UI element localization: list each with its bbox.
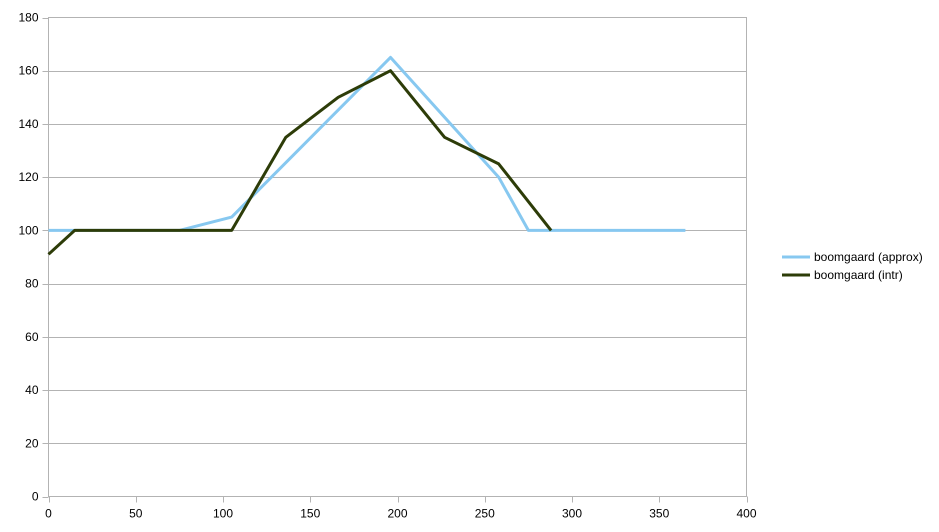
y-tick-label: 140 <box>18 117 38 131</box>
y-tick-label: 60 <box>25 330 39 344</box>
y-tick-label: 180 <box>18 11 38 25</box>
x-tick-label: 150 <box>300 507 320 521</box>
legend-label-2: boomgaard (intr) <box>814 268 903 282</box>
series-lines <box>47 55 686 256</box>
x-tick-label: 250 <box>475 507 495 521</box>
x-tick-label: 100 <box>213 507 233 521</box>
x-tick-label: 200 <box>387 507 407 521</box>
y-tick-label: 160 <box>18 64 38 78</box>
y-tick-label: 80 <box>25 277 39 291</box>
x-tick-label: 0 <box>45 507 52 521</box>
y-tick-label: 0 <box>32 490 39 504</box>
x-tick-label: 350 <box>649 507 669 521</box>
series-line-2 <box>47 69 553 256</box>
y-tick-label: 40 <box>25 383 39 397</box>
y-tick-label: 120 <box>18 170 38 184</box>
y-axis-tick-labels: 0 20 40 60 80 100 120 140 160 180 <box>18 11 38 504</box>
plot-area-border <box>48 17 747 497</box>
x-tick-label: 300 <box>562 507 582 521</box>
legend-label-1: boomgaard (approx) <box>814 250 923 264</box>
y-tick-label: 100 <box>18 223 38 237</box>
y-tick-label: 20 <box>25 436 39 450</box>
x-tick-label: 50 <box>129 507 143 521</box>
x-tick-label: 400 <box>736 507 756 521</box>
grid-lines <box>42 18 748 503</box>
x-axis-tick-labels: 0 50 100 150 200 250 300 350 400 <box>45 507 757 521</box>
legend: boomgaard (approx) boomgaard (intr) <box>782 250 923 282</box>
